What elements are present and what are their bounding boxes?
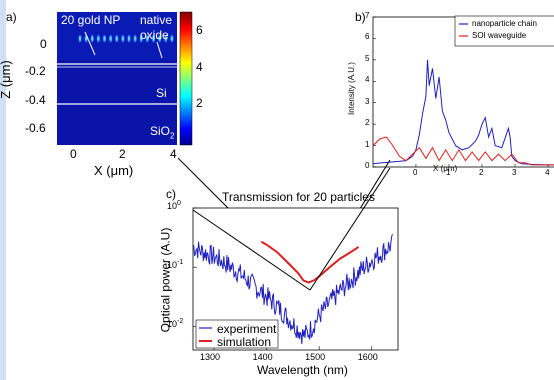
series-line-nanoparticle-chain	[372, 59, 554, 166]
panel-c-ylabel: Optical power (A.U)	[158, 227, 173, 333]
legend-b-soi-waveguide: SOI waveguide	[472, 31, 527, 40]
annotation-native: native	[140, 13, 173, 27]
panel-a-ytick: -0.6	[25, 121, 46, 135]
panel-b-xlabel: X (μm)	[433, 164, 458, 173]
x-tick-label: 1600	[357, 352, 378, 362]
panel-b-plot	[372, 15, 554, 168]
colorbar-tick: 4	[196, 60, 203, 74]
panel-b-label: b)	[355, 10, 366, 24]
annotation-np: 20 gold NP	[61, 13, 121, 27]
oxide-arrow	[156, 41, 163, 59]
np-arrow	[84, 31, 96, 56]
panel-a-ytick: -0.4	[25, 93, 46, 107]
y-tick-exponent: -2	[177, 318, 184, 326]
x-tick-label: 2	[479, 168, 484, 177]
field-hotspot	[90, 33, 95, 44]
y-tick-label: 1	[365, 139, 370, 149]
panel-a-xlabel: X (μm)	[94, 163, 134, 178]
y-tick-label: 0	[365, 161, 370, 170]
legend-c-box	[195, 319, 279, 349]
plot-b-ticks	[373, 16, 549, 168]
y-tick-exponent: -1	[177, 259, 184, 267]
colorbar-tick: 2	[196, 96, 203, 110]
y-tick-label: 4	[365, 75, 370, 85]
annotation-si: Si	[156, 86, 167, 100]
field-hotspot	[151, 33, 156, 44]
heatmap-deep-region	[57, 60, 177, 145]
field-hotspot	[102, 33, 107, 44]
field-hotspot	[126, 33, 132, 44]
legend-c-experiment: experiment	[217, 322, 277, 336]
field-hotspot	[132, 33, 138, 44]
panel-a-xtick: 2	[119, 147, 126, 161]
panel-a-ytick: 0	[40, 37, 47, 51]
y-tick-label: 5	[365, 53, 370, 63]
y-tick-label: 10-2	[167, 318, 183, 329]
y-tick-label: 10-1	[167, 259, 183, 270]
heatmap-hotspots	[77, 33, 175, 44]
panel-a-xtick: 4	[170, 147, 177, 161]
panel-c-label: c)	[166, 187, 176, 201]
field-hotspot	[96, 33, 101, 44]
y-tick-base: 10	[167, 260, 178, 271]
x-tick-label: 1400	[252, 352, 273, 362]
colorbar-tick: 6	[196, 23, 203, 37]
y-tick-label: 2	[365, 118, 370, 128]
panel-c-xlabel: Wavelength (nm)	[257, 363, 348, 377]
y-tick-label: 3	[365, 96, 370, 106]
field-hotspot	[120, 33, 126, 44]
connector-line-left-inner	[192, 209, 311, 291]
field-hotspot	[157, 33, 162, 44]
series-line-experiment	[192, 234, 393, 345]
field-hotspot	[77, 33, 83, 44]
y-tick-base: 10	[167, 201, 178, 211]
legend-c-simulation: simulation	[217, 335, 272, 349]
colorbar	[179, 11, 193, 146]
x-tick-label: 0	[412, 168, 418, 177]
left-edge-bar	[0, 0, 6, 380]
panel-c-title: Transmission for 20 particles	[222, 190, 375, 204]
y-tick-label: 100	[167, 200, 181, 211]
series-line-soi-waveguide	[372, 136, 554, 166]
annotation-sio2: SiO2	[150, 124, 175, 141]
y-tick-exponent: 0	[177, 200, 181, 207]
x-tick-label: 1	[445, 168, 451, 177]
x-tick-label: 1300	[200, 352, 221, 362]
field-hotspot	[139, 33, 144, 44]
field-hotspot	[145, 33, 150, 44]
panel-b-ylabel: Intensity (A.U.)	[346, 62, 356, 115]
field-hotspot	[169, 33, 175, 44]
field-hotspot	[108, 33, 113, 44]
connector-line-right-inner	[309, 167, 391, 291]
panel-a-ytick: -0.2	[25, 64, 46, 78]
field-hotspot	[163, 33, 168, 44]
field-hotspot	[114, 33, 119, 44]
x-tick-label: 3	[512, 168, 517, 177]
legend-b-box	[454, 15, 554, 47]
x-tick-label: 1500	[305, 352, 326, 362]
y-tick-label: 6	[365, 32, 370, 42]
panel-c-plot	[192, 167, 399, 351]
panel-a-label: a)	[6, 10, 17, 24]
series-line-simulation	[260, 240, 360, 284]
x-tick-label: 4	[545, 168, 550, 177]
annotation-oxide: oxide	[140, 28, 169, 42]
panel-a-xtick: 0	[70, 147, 77, 161]
y-tick-base: 10	[167, 319, 178, 330]
panel-a-ylabel: Z (μm)	[0, 60, 13, 99]
legend-b-nanoparticle-chain: nanoparticle chain	[472, 19, 537, 28]
panel-a-heatmap	[57, 12, 177, 145]
y-tick-label: 7	[365, 11, 370, 20]
